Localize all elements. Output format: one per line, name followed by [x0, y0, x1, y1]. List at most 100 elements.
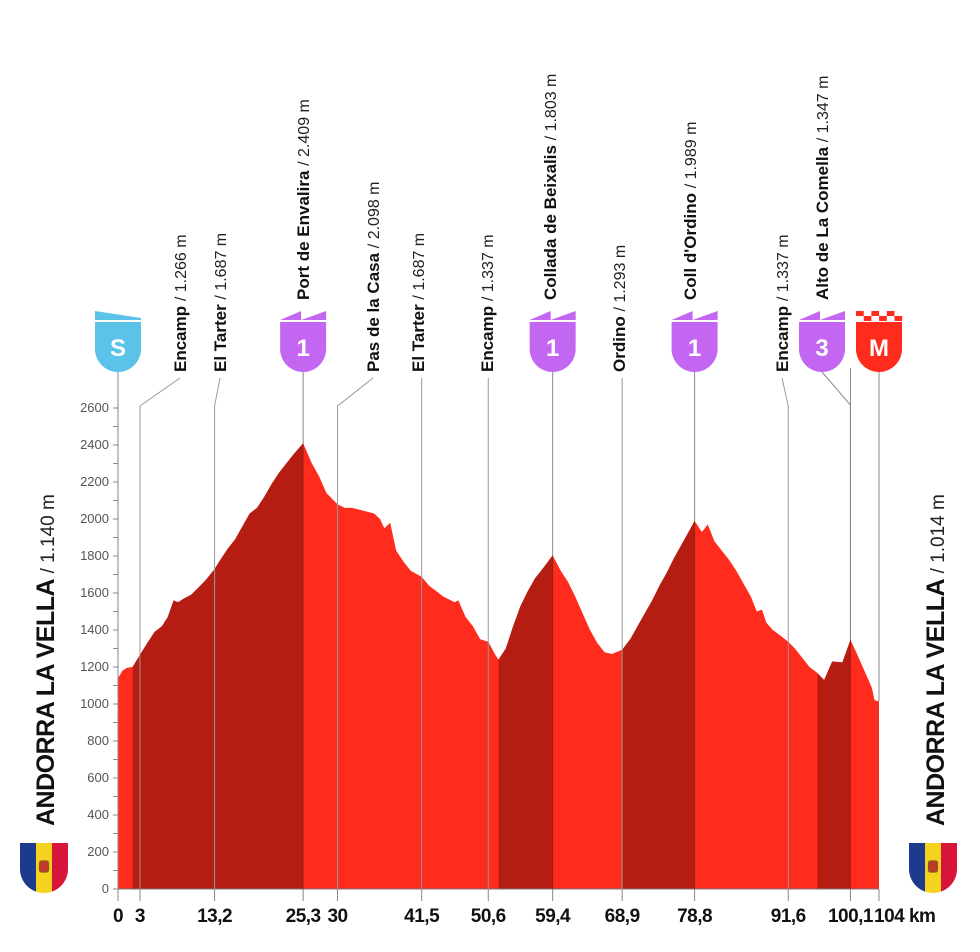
badge-shield-icon [529, 322, 576, 372]
y-tick-label: 800 [87, 733, 109, 748]
x-tick-label: 41,5 [404, 906, 440, 927]
waypoint-altitude: / 1.989 m [683, 122, 700, 189]
x-tick-label: 0 [113, 906, 123, 927]
waypoint-altitude: / 1.266 m [173, 234, 190, 301]
waypoint-label: Pas de la Casa / 2.098 m [364, 181, 383, 372]
x-tick-label: 3 [135, 906, 145, 927]
badge-flag-icon [671, 311, 718, 320]
waypoint-text: Encamp / 1.266 m [171, 234, 190, 372]
x-axis: 0 3 13,2 25,3 30 41,5 50,6 59,4 68,9 78,8 91,6 100,… [113, 888, 936, 927]
climb-category-badge: 1 [280, 311, 327, 372]
finish-city-label: ANDORRA LA VELLA / 1.014 m [922, 494, 950, 826]
waypoint-label: El Tarter / 1.687 m [211, 233, 230, 372]
badge-flag-icon [529, 311, 576, 320]
city-altitude: / 1.014 m [928, 494, 949, 573]
waypoint-altitude: / 2.409 m [296, 99, 313, 166]
climb-category-badge: 1 [671, 311, 718, 372]
finish-checker [863, 316, 872, 321]
x-tick-label: 68,9 [605, 906, 640, 927]
flag-red-stripe [52, 843, 68, 893]
waypoint-label: Alto de La Comella / 1.347 m [813, 76, 832, 300]
x-tick-label: 104 km [874, 906, 935, 927]
waypoint-badges: 1 1 1 3 S M [95, 311, 903, 372]
leader-line [821, 371, 851, 640]
start-shield-icon [95, 322, 141, 372]
waypoint-altitude: / 1.337 m [775, 234, 792, 301]
finish-checker [886, 311, 895, 316]
finish-checker [879, 316, 887, 321]
start-badge-label: S [110, 335, 126, 362]
x-tick-label: 30 [327, 906, 347, 927]
city-name: ANDORRA LA VELLA [922, 573, 950, 826]
waypoint-label: Encamp / 1.337 m [478, 234, 497, 372]
waypoint-name: Encamp [773, 301, 792, 372]
elevation-profile [118, 443, 879, 889]
x-tick-label: 25,3 [286, 906, 321, 927]
waypoint-name: El Tarter [409, 300, 428, 372]
waypoint-labels: Encamp / 1.266 m El Tarter / 1.687 m Port … [171, 74, 832, 372]
waypoint-name: Ordino [610, 312, 629, 372]
finish-city-label-text: ANDORRA LA VELLA / 1.014 m [922, 494, 950, 826]
finish-checker [856, 311, 864, 316]
leader-line [337, 377, 374, 889]
finish-flag-andorra-icon [909, 843, 957, 893]
waypoint-text: Pas de la Casa / 2.098 m [364, 181, 383, 372]
waypoint-altitude: / 1.687 m [213, 233, 230, 300]
waypoint-text: Coll d'Ordino / 1.989 m [681, 122, 700, 300]
climb-segment [622, 521, 695, 889]
waypoint-label: Encamp / 1.337 m [773, 234, 792, 372]
y-tick-label: 1000 [80, 696, 109, 711]
y-tick-label: 1800 [80, 548, 109, 563]
climb-category-badge: 1 [529, 311, 576, 372]
x-tick-label: 78,8 [677, 906, 712, 927]
x-tick-label: 91,6 [771, 906, 806, 927]
waypoint-name: Port de Envalira [294, 166, 313, 300]
y-tick-label: 1200 [80, 659, 109, 674]
badge-label: 1 [296, 335, 309, 362]
waypoint-label: Encamp / 1.266 m [171, 234, 190, 372]
waypoint-name: Encamp [478, 301, 497, 372]
flag-blue-stripe [909, 843, 925, 893]
climb-category-badge: 3 [799, 311, 845, 372]
x-tick-label: 50,6 [471, 906, 506, 927]
badge-label: 1 [688, 335, 701, 362]
waypoint-name: Collada de Beixalis [541, 140, 560, 300]
finish-badge-label: M [869, 335, 889, 362]
coat-of-arms-icon [927, 860, 939, 873]
waypoint-altitude: / 1.293 m [612, 245, 629, 312]
waypoint-label: Coll d'Ordino / 1.989 m [681, 122, 700, 300]
waypoint-name: Encamp [171, 301, 190, 372]
leader-line [139, 377, 181, 889]
waypoint-text: El Tarter / 1.687 m [409, 233, 428, 372]
start-city-label-text: ANDORRA LA VELLA / 1.140 m [32, 494, 60, 826]
flag-blue-stripe [20, 843, 36, 893]
y-tick-label: 200 [87, 844, 109, 859]
waypoint-name: El Tarter [211, 300, 230, 372]
badge-shield-icon [799, 322, 845, 372]
finish-badge: M [856, 311, 903, 372]
waypoint-name: Pas de la Casa [364, 248, 383, 372]
y-tick-label: 2400 [80, 437, 109, 452]
y-tick-label: 400 [87, 807, 109, 822]
waypoint-altitude: / 1.337 m [480, 234, 497, 301]
waypoint-text: Port de Envalira / 2.409 m [294, 99, 313, 300]
waypoint-leader-lines [117, 368, 880, 889]
waypoint-label: El Tarter / 1.687 m [409, 233, 428, 372]
climb-segment [817, 639, 851, 889]
waypoint-altitude: / 1.687 m [411, 233, 428, 300]
badge-flag-icon [280, 311, 327, 320]
y-tick-label: 600 [87, 770, 109, 785]
badge-shield-icon [671, 322, 718, 372]
x-tick-label: 100,1 [828, 906, 874, 927]
climb-segment [498, 555, 553, 889]
finish-shield-icon [856, 322, 902, 372]
badge-flag-icon [799, 311, 845, 320]
start-city-label: ANDORRA LA VELLA / 1.140 m [32, 494, 60, 826]
waypoint-text: Collada de Beixalis / 1.803 m [541, 74, 560, 300]
start-badge: S [95, 311, 141, 372]
city-altitude: / 1.140 m [38, 494, 59, 573]
waypoint-altitude: / 1.347 m [815, 76, 832, 143]
waypoint-label: Collada de Beixalis / 1.803 m [541, 74, 560, 300]
x-tick-label: 13,2 [197, 906, 232, 927]
